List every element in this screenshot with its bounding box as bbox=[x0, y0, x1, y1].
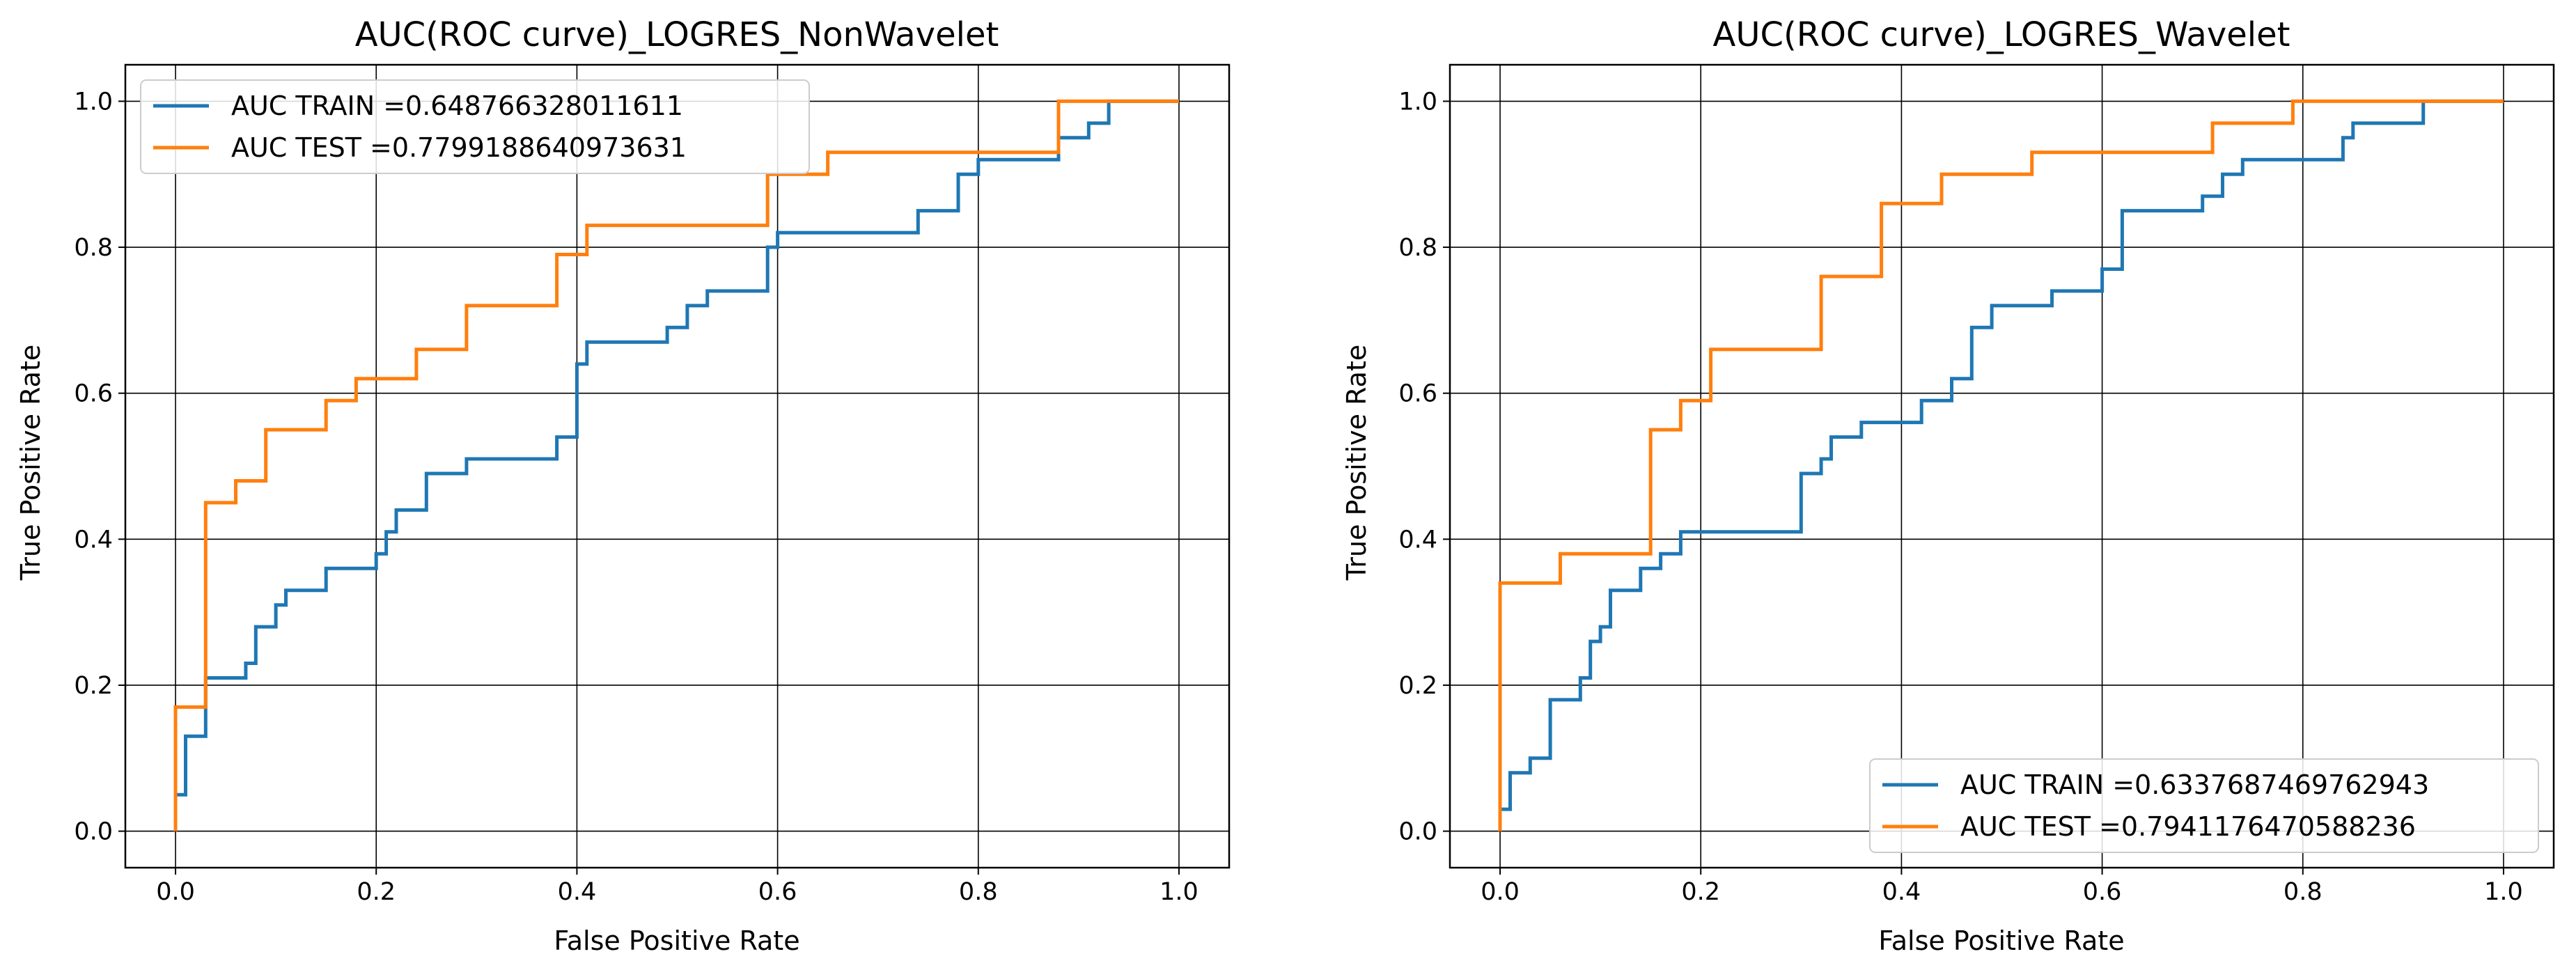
legend-label: AUC TEST =0.7941176470588236 bbox=[1960, 811, 2416, 842]
plot-frame bbox=[124, 63, 1231, 869]
x-tick-label: 0.0 bbox=[156, 878, 195, 906]
y-tick-label: 0.4 bbox=[74, 526, 113, 554]
x-tick-label: 0.4 bbox=[1882, 878, 1921, 906]
series-line-train bbox=[1498, 99, 2504, 831]
plot-frame bbox=[1449, 63, 2555, 869]
legend-box bbox=[1869, 758, 2539, 853]
x-tick-label: 0.6 bbox=[758, 878, 797, 906]
series-line-test bbox=[173, 99, 1179, 831]
x-tick-label: 0.2 bbox=[1681, 878, 1720, 906]
y-tick-label: 0.0 bbox=[74, 818, 113, 846]
y-tick-label: 0.2 bbox=[74, 672, 113, 700]
legend-label: AUC TEST =0.7799188640973631 bbox=[231, 132, 687, 163]
legend-label: AUC TRAIN =0.6337687469762943 bbox=[1960, 769, 2429, 800]
y-tick-label: 0.4 bbox=[1398, 526, 1437, 554]
x-axis-label: False Positive Rate bbox=[1878, 925, 2124, 956]
y-tick-label: 1.0 bbox=[1398, 88, 1437, 116]
y-tick-label: 0.0 bbox=[1398, 818, 1437, 846]
chart-title: AUC(ROC curve)_LOGRES_NonWavelet bbox=[355, 15, 999, 54]
legend: AUC TRAIN =0.648766328011611 AUC TEST =0.… bbox=[140, 79, 810, 174]
x-tick-label: 0.2 bbox=[357, 878, 396, 906]
y-tick-label: 0.8 bbox=[1398, 234, 1437, 262]
series-line-test bbox=[1498, 99, 2504, 831]
y-tick-label: 0.2 bbox=[1398, 672, 1437, 700]
y-axis-label: True Positive Rate bbox=[15, 345, 46, 581]
chart-panel-nonwavelet: AUC(ROC curve)_LOGRES_NonWavelet False P… bbox=[15, 15, 1231, 956]
y-axis-label: True Positive Rate bbox=[1341, 345, 1372, 581]
y-tick-label: 1.0 bbox=[74, 88, 113, 116]
x-tick-label: 0.4 bbox=[558, 878, 597, 906]
x-tick-label: 1.0 bbox=[2484, 878, 2523, 906]
y-tick-label: 0.6 bbox=[1398, 380, 1437, 408]
legend-box bbox=[140, 79, 810, 174]
x-axis-label: False Positive Rate bbox=[554, 925, 799, 956]
legend-label: AUC TRAIN =0.648766328011611 bbox=[231, 91, 683, 121]
chart-title: AUC(ROC curve)_LOGRES_Wavelet bbox=[1713, 15, 2290, 54]
legend: AUC TRAIN =0.6337687469762943 AUC TEST =0… bbox=[1869, 758, 2539, 853]
x-tick-label: 1.0 bbox=[1160, 878, 1199, 906]
x-tick-label: 0.0 bbox=[1481, 878, 1520, 906]
chart-panel-wavelet: AUC(ROC curve)_LOGRES_Wavelet False Posi… bbox=[1341, 15, 2555, 956]
x-tick-label: 0.8 bbox=[2284, 878, 2323, 906]
series-line-train bbox=[173, 99, 1179, 831]
y-tick-label: 0.6 bbox=[74, 380, 113, 408]
x-tick-label: 0.6 bbox=[2083, 878, 2122, 906]
y-tick-label: 0.8 bbox=[74, 234, 113, 262]
x-tick-label: 0.8 bbox=[959, 878, 998, 906]
